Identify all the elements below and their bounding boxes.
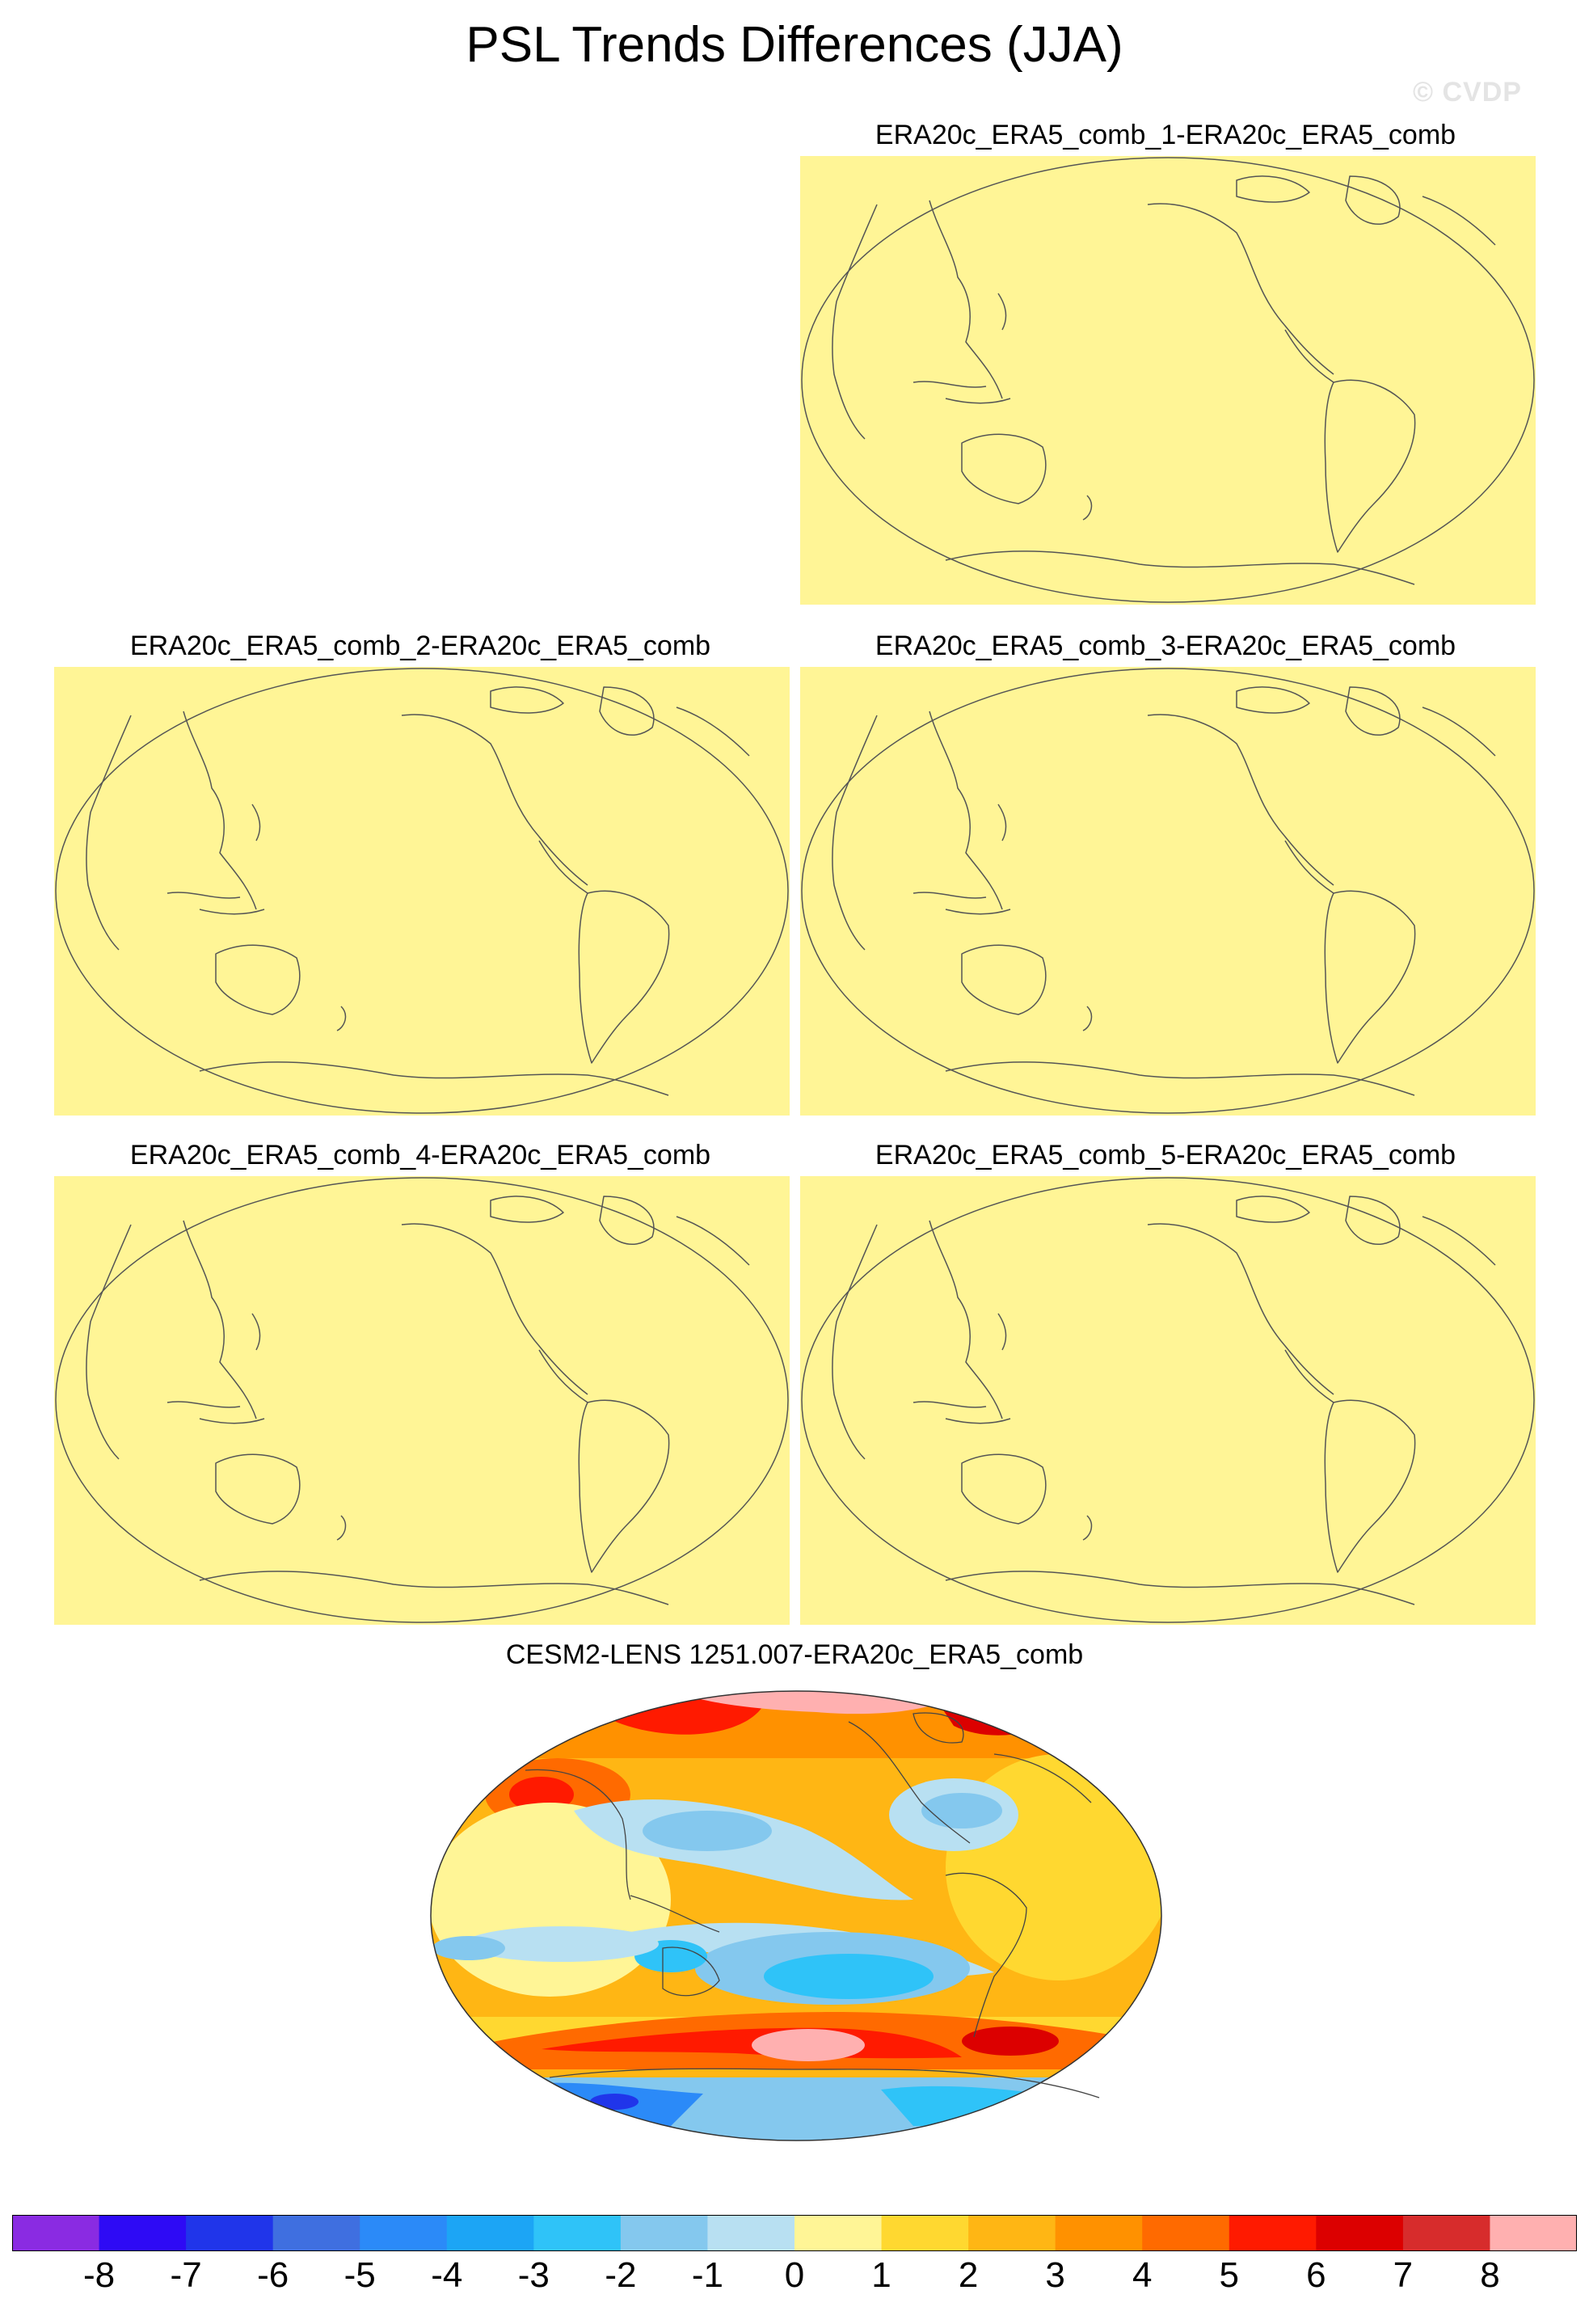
panel-title-3: ERA20c_ERA5_comb_3-ERA20c_ERA5_comb <box>875 631 1456 661</box>
colorbar-box <box>533 2215 622 2251</box>
colorbar-label: -4 <box>431 2255 463 2295</box>
colorbar-box <box>1490 2215 1577 2251</box>
colorbar-label: -6 <box>257 2255 289 2295</box>
colorbar-box <box>1316 2215 1404 2251</box>
colorbar-label: -1 <box>691 2255 723 2295</box>
colorbar-label: 6 <box>1306 2255 1326 2295</box>
colorbar-box <box>881 2215 969 2251</box>
colorbar-box <box>620 2215 708 2251</box>
colorbar-label: -8 <box>82 2255 116 2295</box>
panel-title-1: ERA20c_ERA5_comb_1-ERA20c_ERA5_comb <box>875 120 1456 150</box>
colorbar-label: 4 <box>1132 2255 1153 2295</box>
colorbar-label: -5 <box>344 2255 376 2295</box>
map-panel-2 <box>54 667 790 1116</box>
colorbar-box <box>1402 2215 1490 2251</box>
colorbar-label: -3 <box>517 2255 550 2295</box>
panel-title-5: ERA20c_ERA5_comb_5-ERA20c_ERA5_comb <box>875 1140 1456 1170</box>
map-panel-1 <box>800 156 1536 605</box>
colorbar-label: 8 <box>1480 2255 1500 2295</box>
colorbar-label: -2 <box>605 2255 637 2295</box>
colorbar-box <box>186 2215 274 2251</box>
colorbar-box <box>1229 2215 1317 2251</box>
colorbar-box <box>1142 2215 1230 2251</box>
colorbar-label: 5 <box>1219 2255 1239 2295</box>
colorbar-box <box>446 2215 534 2251</box>
cvdp-credit: © CVDP <box>1413 77 1522 108</box>
figure-title: PSL Trends Differences (JJA) <box>466 17 1123 73</box>
colorbar-box <box>1055 2215 1143 2251</box>
colorbar-label: 0 <box>784 2255 805 2295</box>
map-panel-4 <box>54 1176 790 1625</box>
map-panel-3 <box>800 667 1536 1116</box>
big-panel-title: CESM2-LENS 1251.007-ERA20c_ERA5_comb <box>505 1639 1084 1670</box>
colorbar-box <box>272 2215 360 2251</box>
colorbar-box <box>99 2215 187 2251</box>
colorbar <box>12 2215 1577 2251</box>
colorbar-box <box>360 2215 448 2251</box>
colorbar-label: 7 <box>1393 2255 1414 2295</box>
map-panel-cesm2 <box>430 1690 1162 2141</box>
colorbar-box <box>12 2215 100 2251</box>
colorbar-box <box>794 2215 883 2251</box>
colorbar-label: -7 <box>170 2255 202 2295</box>
colorbar-label: 1 <box>871 2255 891 2295</box>
colorbar-box <box>707 2215 795 2251</box>
map-panel-5 <box>800 1176 1536 1625</box>
colorbar-label: 3 <box>1045 2255 1065 2295</box>
colorbar-label: 2 <box>958 2255 979 2295</box>
panel-title-4: ERA20c_ERA5_comb_4-ERA20c_ERA5_comb <box>129 1140 711 1170</box>
panel-title-2: ERA20c_ERA5_comb_2-ERA20c_ERA5_comb <box>129 631 711 661</box>
colorbar-box <box>968 2215 1056 2251</box>
